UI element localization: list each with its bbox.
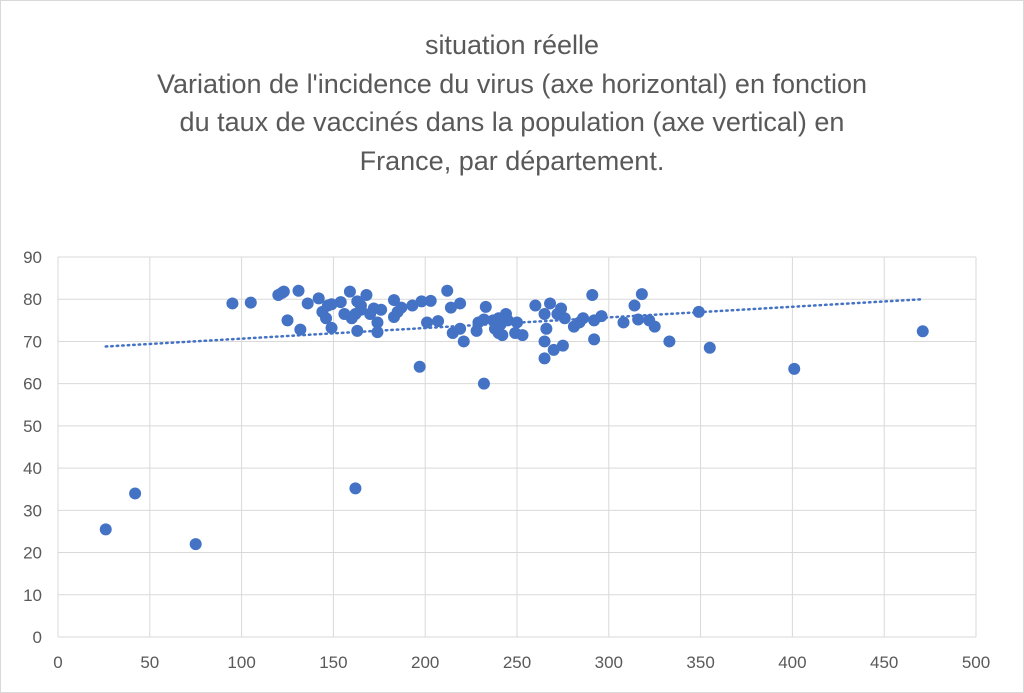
data-point-9	[292, 284, 305, 297]
y-tick-label-5: 50	[23, 417, 42, 436]
data-point-92	[703, 341, 716, 354]
y-tick-label-1: 10	[23, 586, 42, 605]
data-point-90	[663, 335, 676, 348]
data-point-32	[375, 303, 388, 316]
x-tick-label-6: 300	[595, 653, 623, 672]
chart-title-line-3: du taux de vaccinés dans la population (…	[179, 107, 845, 137]
x-tick-label-8: 400	[778, 653, 806, 672]
data-point-64	[511, 316, 523, 329]
data-point-62	[501, 314, 514, 327]
chart-title: situation réelle Variation de l'incidenc…	[0, 26, 1024, 180]
y-tick-label-9: 90	[23, 248, 42, 267]
data-point-20	[343, 285, 356, 298]
gridlines	[57, 256, 977, 638]
data-point-33	[349, 482, 362, 495]
data-point-14	[320, 312, 333, 325]
data-point-82	[588, 333, 601, 346]
y-tick-label-2: 20	[23, 544, 42, 563]
data-point-42	[424, 294, 437, 307]
data-point-7	[277, 285, 290, 298]
data-point-44	[441, 284, 454, 297]
data-point-53	[479, 300, 492, 313]
data-point-94	[916, 325, 929, 338]
chart-title-line-1: situation réelle	[424, 30, 600, 60]
y-tick-label-6: 60	[23, 375, 42, 394]
data-point-10	[294, 323, 307, 336]
data-point-76	[558, 312, 571, 325]
data-point-41	[421, 316, 434, 329]
data-point-48	[454, 322, 467, 335]
data-point-34	[387, 294, 400, 307]
data-point-12	[312, 292, 325, 305]
x-tick-label-9: 450	[870, 653, 898, 672]
y-axis-tick-labels: 0 10 20 30 40 50 60 70 80 90	[23, 248, 42, 647]
data-point-47	[454, 297, 467, 310]
data-point-89	[648, 320, 661, 333]
data-point-4	[244, 296, 257, 309]
x-tick-label-10: 500	[962, 653, 990, 672]
x-tick-label-1: 50	[140, 653, 159, 672]
data-point-86	[632, 313, 645, 326]
data-point-87	[635, 288, 648, 301]
data-point-30	[371, 326, 384, 339]
data-point-37	[395, 301, 408, 314]
data-point-49	[457, 335, 470, 348]
data-point-40	[415, 295, 428, 308]
data-point-11	[301, 297, 314, 310]
data-point-1	[129, 487, 142, 500]
data-point-74	[555, 302, 568, 315]
x-tick-label-7: 350	[686, 653, 714, 672]
data-point-72	[547, 343, 560, 356]
data-point-3	[226, 297, 239, 310]
data-point-75	[556, 339, 569, 352]
data-point-85	[628, 299, 641, 312]
data-point-54	[477, 377, 490, 390]
data-point-18	[334, 296, 347, 309]
data-point-39	[413, 360, 426, 373]
data-point-31	[371, 316, 384, 329]
x-tick-label-3: 150	[319, 653, 347, 672]
data-point-84	[617, 316, 630, 329]
chart-title-line-4: France, par département.	[359, 145, 665, 176]
y-tick-label-7: 70	[23, 332, 42, 351]
x-tick-label-5: 250	[503, 653, 531, 672]
data-points	[99, 284, 929, 551]
data-point-2	[189, 538, 202, 551]
data-point-52	[477, 313, 490, 326]
data-point-93	[788, 362, 801, 375]
data-point-70	[538, 352, 551, 365]
chart-title-line-2: Variation de l'incidence du virus (axe h…	[156, 68, 868, 99]
data-point-8	[281, 314, 294, 327]
data-point-0	[99, 523, 112, 536]
data-point-67	[538, 308, 551, 320]
data-point-80	[586, 289, 599, 301]
data-point-71	[544, 297, 557, 310]
y-tick-label-4: 40	[23, 459, 42, 478]
data-point-26	[354, 303, 367, 316]
data-point-60	[496, 329, 509, 342]
data-point-38	[406, 299, 419, 312]
data-point-65	[516, 329, 529, 342]
data-point-24	[351, 324, 364, 337]
data-point-17	[325, 321, 338, 334]
y-tick-label-0: 0	[33, 628, 42, 647]
data-point-27	[360, 289, 373, 301]
data-point-66	[529, 299, 542, 312]
data-point-83	[595, 310, 608, 323]
x-tick-label-0: 0	[53, 653, 62, 672]
data-point-16	[325, 298, 338, 311]
x-axis-tick-labels: 0 50 100 150 200 250 300 350 400 450 500	[53, 653, 990, 672]
y-tick-label-8: 80	[23, 290, 42, 309]
data-point-79	[577, 312, 590, 325]
x-tick-label-4: 200	[411, 653, 439, 672]
data-point-45	[444, 301, 457, 314]
y-tick-label-3: 30	[23, 501, 42, 520]
data-point-68	[538, 335, 551, 348]
data-point-69	[540, 322, 553, 335]
x-tick-label-2: 100	[227, 653, 255, 672]
data-point-91	[692, 305, 705, 318]
data-point-43	[432, 315, 445, 328]
